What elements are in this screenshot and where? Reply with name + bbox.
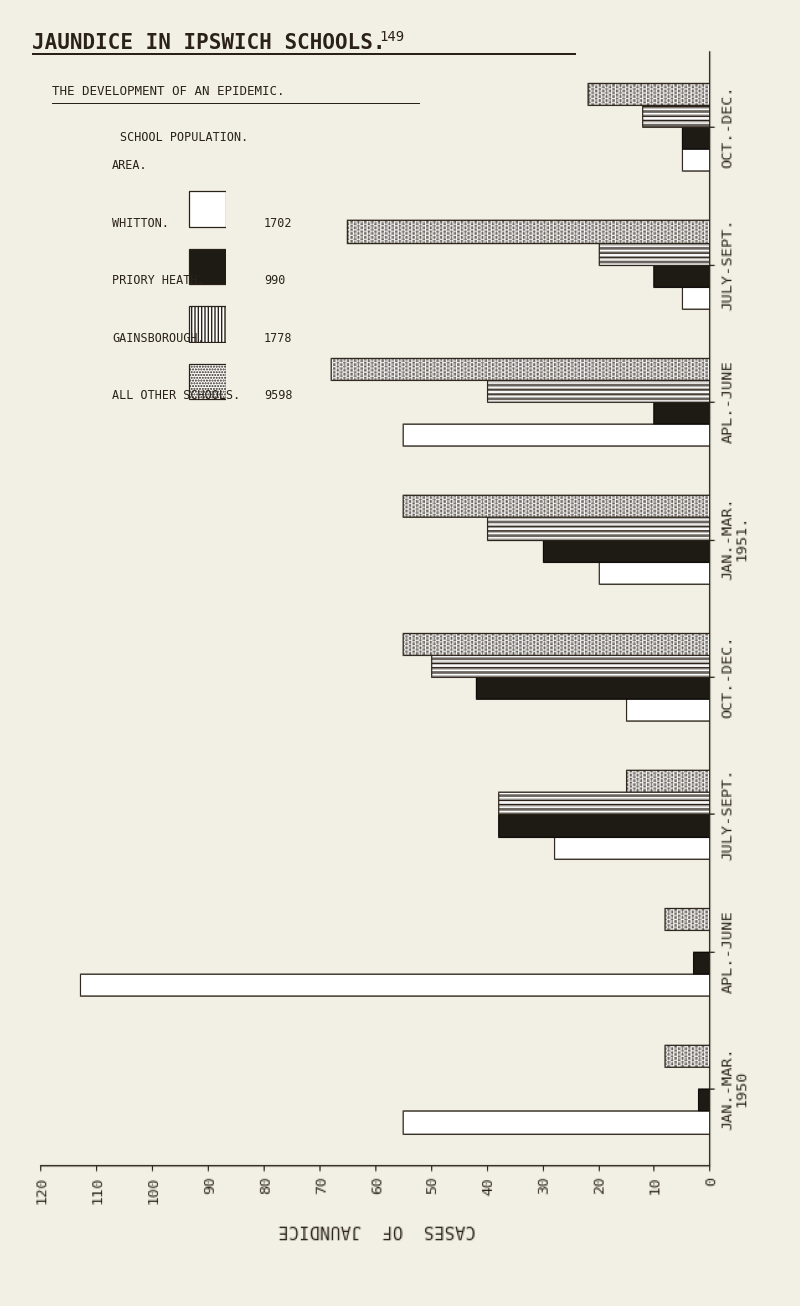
Text: ALL OTHER SCHOOLS.: ALL OTHER SCHOOLS. [112, 389, 240, 402]
Text: WHITTON.: WHITTON. [112, 217, 169, 230]
Text: 1702: 1702 [264, 217, 293, 230]
Text: 990: 990 [264, 274, 286, 287]
Text: 9598: 9598 [264, 389, 293, 402]
Text: AREA.: AREA. [112, 159, 148, 172]
Text: 1778: 1778 [264, 332, 293, 345]
Text: GAINSBOROUGH.: GAINSBOROUGH. [112, 332, 205, 345]
Text: 149: 149 [379, 30, 405, 44]
Text: JAUNDICE IN IPSWICH SCHOOLS.: JAUNDICE IN IPSWICH SCHOOLS. [32, 33, 386, 52]
Text: SCHOOL POPULATION.: SCHOOL POPULATION. [120, 131, 248, 144]
Text: PRIORY HEATH.: PRIORY HEATH. [112, 274, 205, 287]
Text: THE DEVELOPMENT OF AN EPIDEMIC.: THE DEVELOPMENT OF AN EPIDEMIC. [52, 85, 285, 98]
